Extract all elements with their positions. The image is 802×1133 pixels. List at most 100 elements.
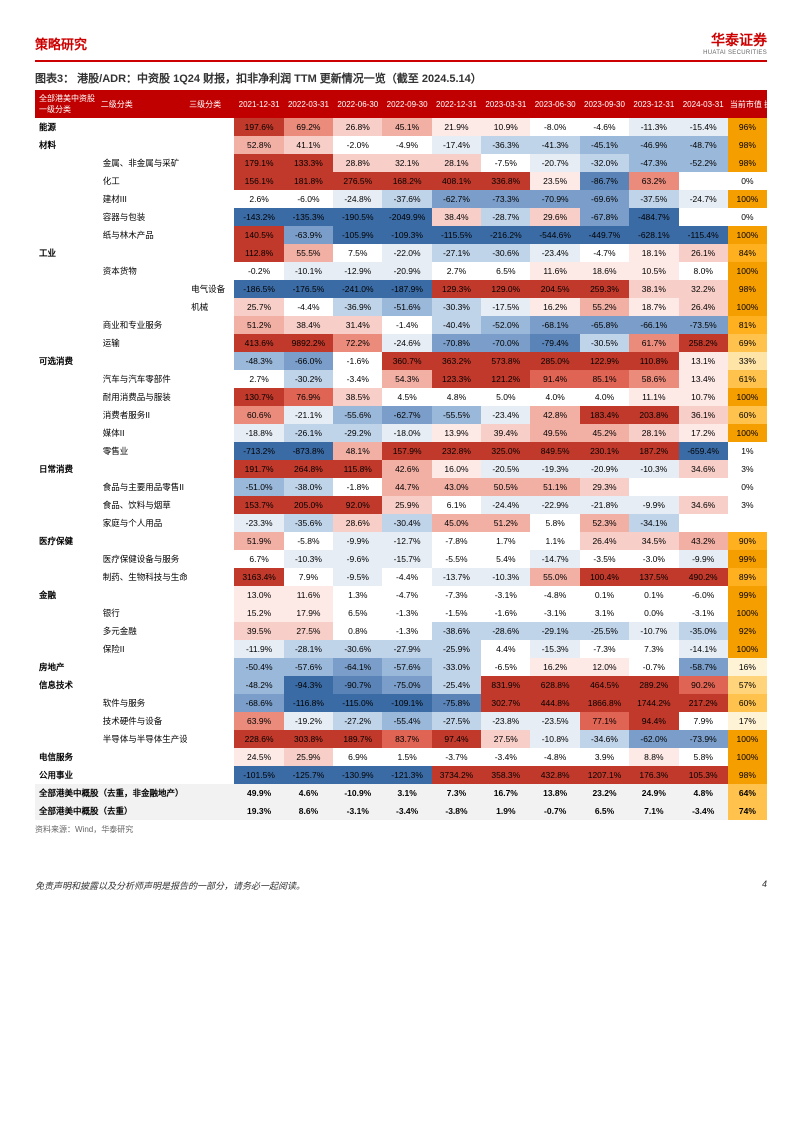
data-cell: -35.6% (284, 514, 333, 532)
data-cell: 189.7% (333, 730, 382, 748)
data-cell: 34.6% (679, 460, 728, 478)
data-cell: 302.7% (481, 694, 530, 712)
data-cell: -32.0% (580, 154, 629, 172)
row-label (187, 478, 234, 496)
row-label (35, 316, 99, 334)
data-cell: -23.8% (481, 712, 530, 730)
data-cell: -7.5% (481, 154, 530, 172)
row-label: 日常消费 (35, 460, 99, 478)
data-cell: -52.0% (481, 316, 530, 334)
data-cell: 7.1% (629, 802, 678, 820)
data-cell: -70.8% (432, 334, 481, 352)
data-cell: 1.1% (530, 532, 579, 550)
row-label: 商业和专业服务 (99, 316, 187, 334)
col-head: 全部港美中资股一级分类 (35, 90, 99, 118)
row-label (99, 658, 187, 676)
row-label: 材料 (35, 136, 99, 154)
data-cell: 42.6% (382, 460, 431, 478)
data-cell: 831.9% (481, 676, 530, 694)
data-cell: -10.3% (629, 460, 678, 478)
data-cell: -10.1% (284, 262, 333, 280)
row-label (35, 208, 99, 226)
data-cell: 91.4% (530, 370, 579, 388)
data-table: 全部港美中资股一级分类 二级分类 三级分类 2021-12-31 2022-03… (35, 90, 767, 820)
data-cell: 9892.2% (284, 334, 333, 352)
data-cell: 115.8% (333, 460, 382, 478)
data-cell: 5.8% (530, 514, 579, 532)
disclosure-cell: 0% (728, 478, 767, 496)
data-cell: 7.3% (432, 784, 481, 802)
data-cell: -34.6% (580, 730, 629, 748)
data-cell: -3.1% (333, 802, 382, 820)
data-cell: 13.1% (679, 352, 728, 370)
data-cell: 6.5% (580, 802, 629, 820)
data-cell: -24.8% (333, 190, 382, 208)
data-cell: -14.7% (530, 550, 579, 568)
data-cell: -75.0% (382, 676, 431, 694)
data-cell: 18.1% (629, 244, 678, 262)
row-label: 工业 (35, 244, 99, 262)
row-label (35, 478, 99, 496)
data-cell: -23.4% (530, 244, 579, 262)
data-cell: 49.9% (234, 784, 283, 802)
data-cell: 259.3% (580, 280, 629, 298)
data-cell: 105.3% (679, 766, 728, 784)
data-cell: 42.8% (530, 406, 579, 424)
data-cell: -57.6% (284, 658, 333, 676)
data-cell: -4.8% (530, 748, 579, 766)
data-cell: 25.9% (382, 496, 431, 514)
data-cell: 217.2% (679, 694, 728, 712)
data-cell: 52.8% (234, 136, 283, 154)
row-label (187, 172, 234, 190)
data-cell: -9.9% (629, 496, 678, 514)
data-cell: -19.3% (530, 460, 579, 478)
data-cell: -3.4% (333, 370, 382, 388)
data-cell: -73.3% (481, 190, 530, 208)
row-label (35, 406, 99, 424)
data-cell: -48.7% (679, 136, 728, 154)
data-cell: -873.8% (284, 442, 333, 460)
row-label (187, 406, 234, 424)
data-cell: 25.9% (284, 748, 333, 766)
data-cell: -24.4% (481, 496, 530, 514)
data-cell: -9.9% (679, 550, 728, 568)
data-cell: 39.5% (234, 622, 283, 640)
row-label (35, 190, 99, 208)
row-label: 食品、饮料与烟草 (99, 496, 187, 514)
data-cell: 1.3% (333, 586, 382, 604)
data-cell: -0.2% (234, 262, 283, 280)
data-cell: 3.9% (580, 748, 629, 766)
data-cell: 4.0% (530, 388, 579, 406)
data-cell: -14.1% (679, 640, 728, 658)
data-cell: 232.8% (432, 442, 481, 460)
data-cell: -10.3% (481, 568, 530, 586)
data-cell: -27.1% (432, 244, 481, 262)
data-cell: -216.2% (481, 226, 530, 244)
data-cell: 36.1% (679, 406, 728, 424)
data-cell: -23.5% (530, 712, 579, 730)
row-label (35, 298, 99, 316)
data-cell: 50.5% (481, 478, 530, 496)
data-cell: -45.1% (580, 136, 629, 154)
col-head: 2022-03-31 (284, 90, 333, 118)
data-cell: -33.0% (432, 658, 481, 676)
disclosure-cell: 100% (728, 604, 767, 622)
data-cell: -13.7% (432, 568, 481, 586)
row-label (99, 136, 187, 154)
row-label: 汽车与汽车零部件 (99, 370, 187, 388)
data-cell: -20.9% (580, 460, 629, 478)
data-cell: 197.6% (234, 118, 283, 136)
data-cell: 4.6% (284, 784, 333, 802)
data-cell: 97.4% (432, 730, 481, 748)
data-cell: 13.4% (679, 370, 728, 388)
row-label (187, 442, 234, 460)
data-cell: -187.9% (382, 280, 431, 298)
data-cell: -30.5% (580, 334, 629, 352)
col-head: 三级分类 (187, 90, 234, 118)
data-cell: 31.4% (333, 316, 382, 334)
data-cell: 17.9% (284, 604, 333, 622)
row-label: 纸与林木产品 (99, 226, 187, 244)
row-label: 化工 (99, 172, 187, 190)
data-cell: -6.0% (679, 586, 728, 604)
disclosure-cell: 17% (728, 712, 767, 730)
